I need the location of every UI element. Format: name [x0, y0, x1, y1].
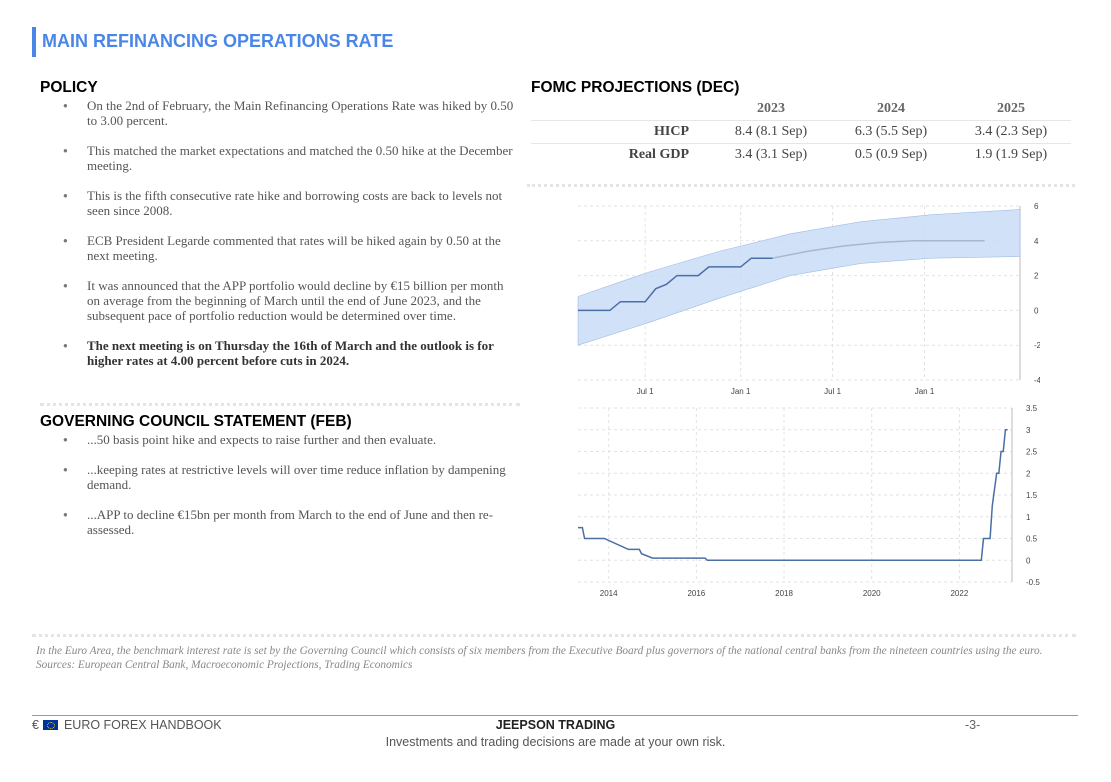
table-cell: 8.4 (8.1 Sep) [711, 120, 831, 144]
section-divider [40, 403, 520, 406]
footnote: In the Euro Area, the benchmark interest… [36, 644, 1076, 672]
y-tick-label: 0 [1026, 556, 1031, 565]
y-tick-label: 0 [1034, 306, 1039, 315]
y-tick-label: 4 [1034, 237, 1039, 246]
list-item: The next meeting is on Thursday the 16th… [40, 338, 518, 368]
handbook-name: EURO FOREX HANDBOOK [63, 718, 222, 732]
y-tick-label: 1 [1026, 513, 1031, 522]
table-cell: 6.3 (5.5 Sep) [831, 120, 951, 144]
table-row: HICP 8.4 (8.1 Sep) 6.3 (5.5 Sep) 3.4 (2.… [531, 120, 1071, 144]
euro-symbol: € [32, 718, 39, 732]
y-tick-label: 6 [1034, 202, 1039, 211]
section-divider [527, 184, 1075, 187]
y-tick-label: 2.5 [1026, 448, 1038, 457]
rate-history-chart: 3.5 3 2.5 2 1.5 1 0.5 0 -0.5 2014 2016 2018 2020 2022 [578, 404, 1040, 598]
row-label: Real GDP [531, 143, 711, 166]
footer-divider [32, 715, 1078, 716]
list-item: On the 2nd of February, the Main Refinan… [40, 98, 518, 128]
table-cell: 1.9 (1.9 Sep) [951, 143, 1071, 166]
table-row: Real GDP 3.4 (3.1 Sep) 0.5 (0.9 Sep) 1.9… [531, 143, 1071, 166]
list-item: ...APP to decline €15bn per month from M… [40, 507, 518, 537]
x-tick-label: Jul 1 [824, 387, 841, 394]
rate-projection-chart: 6 4 2 0 -2 -4 Jul 1 Jan 1 Jul 1 Jan 1 [577, 202, 1040, 394]
list-item: ...keeping rates at restrictive levels w… [40, 462, 518, 492]
x-tick-label: Jan 1 [731, 387, 751, 394]
x-tick-label: 2022 [950, 589, 968, 598]
table-cell: 0.5 (0.9 Sep) [831, 143, 951, 166]
footnote-text: In the Euro Area, the benchmark interest… [36, 645, 1043, 657]
y-tick-label: 1.5 [1026, 491, 1038, 500]
list-item: ...50 basis point hike and expects to ra… [40, 432, 518, 447]
column-header: 2023 [757, 101, 785, 116]
row-label: HICP [531, 120, 711, 144]
council-bullet-list: ...50 basis point hike and expects to ra… [40, 432, 518, 537]
footnote-sources: Sources: European Central Bank, Macroeco… [36, 659, 413, 671]
x-tick-label: 2016 [687, 589, 705, 598]
footer-left: € EURO FOREX HANDBOOK [32, 718, 222, 732]
fomc-heading: FOMC PROJECTIONS (DEC) [531, 79, 740, 96]
column-header: 2024 [877, 101, 905, 116]
y-tick-label: 0.5 [1026, 535, 1038, 544]
y-tick-label: -0.5 [1026, 578, 1040, 587]
fomc-projections-table: 2023 2024 2025 HICP 8.4 (8.1 Sep) 6.3 (5… [531, 98, 1071, 166]
y-tick-label: 2 [1026, 469, 1031, 478]
title-accent-bar [32, 27, 36, 57]
footer-brand: JEEPSON TRADING [495, 718, 616, 732]
list-item: This matched the market expectations and… [40, 143, 518, 173]
policy-bullet-list: On the 2nd of February, the Main Refinan… [40, 98, 518, 368]
column-header: 2025 [997, 101, 1025, 116]
series-line [578, 429, 1008, 561]
table-cell: 3.4 (2.3 Sep) [951, 120, 1071, 144]
table-cell: 3.4 (3.1 Sep) [711, 143, 831, 166]
y-tick-label: 2 [1034, 272, 1039, 281]
y-tick-label: 3.5 [1026, 404, 1038, 413]
page-title: MAIN REFINANCING OPERATIONS RATE [42, 31, 394, 51]
x-tick-label: 2014 [600, 589, 618, 598]
council-heading: GOVERNING COUNCIL STATEMENT (FEB) [40, 413, 352, 430]
series-line [578, 257, 773, 312]
policy-heading: POLICY [40, 79, 98, 96]
list-item: It was announced that the APP portfolio … [40, 278, 518, 323]
x-tick-label: Jul 1 [637, 387, 654, 394]
footnote-divider [32, 634, 1076, 637]
x-tick-label: 2020 [863, 589, 881, 598]
y-tick-label: -2 [1034, 341, 1040, 350]
footer-disclaimer: Investments and trading decisions are ma… [385, 735, 726, 749]
page-number: -3- [965, 718, 981, 732]
list-item: ECB President Legarde commented that rat… [40, 233, 518, 263]
list-item: This is the fifth consecutive rate hike … [40, 188, 518, 218]
y-tick-label: 3 [1026, 426, 1031, 435]
x-tick-label: Jan 1 [915, 387, 935, 394]
projection-line [772, 240, 985, 259]
y-tick-label: -4 [1034, 376, 1040, 385]
x-tick-label: 2018 [775, 589, 793, 598]
eu-flag-icon [42, 720, 58, 730]
forecast-band [577, 209, 1021, 346]
